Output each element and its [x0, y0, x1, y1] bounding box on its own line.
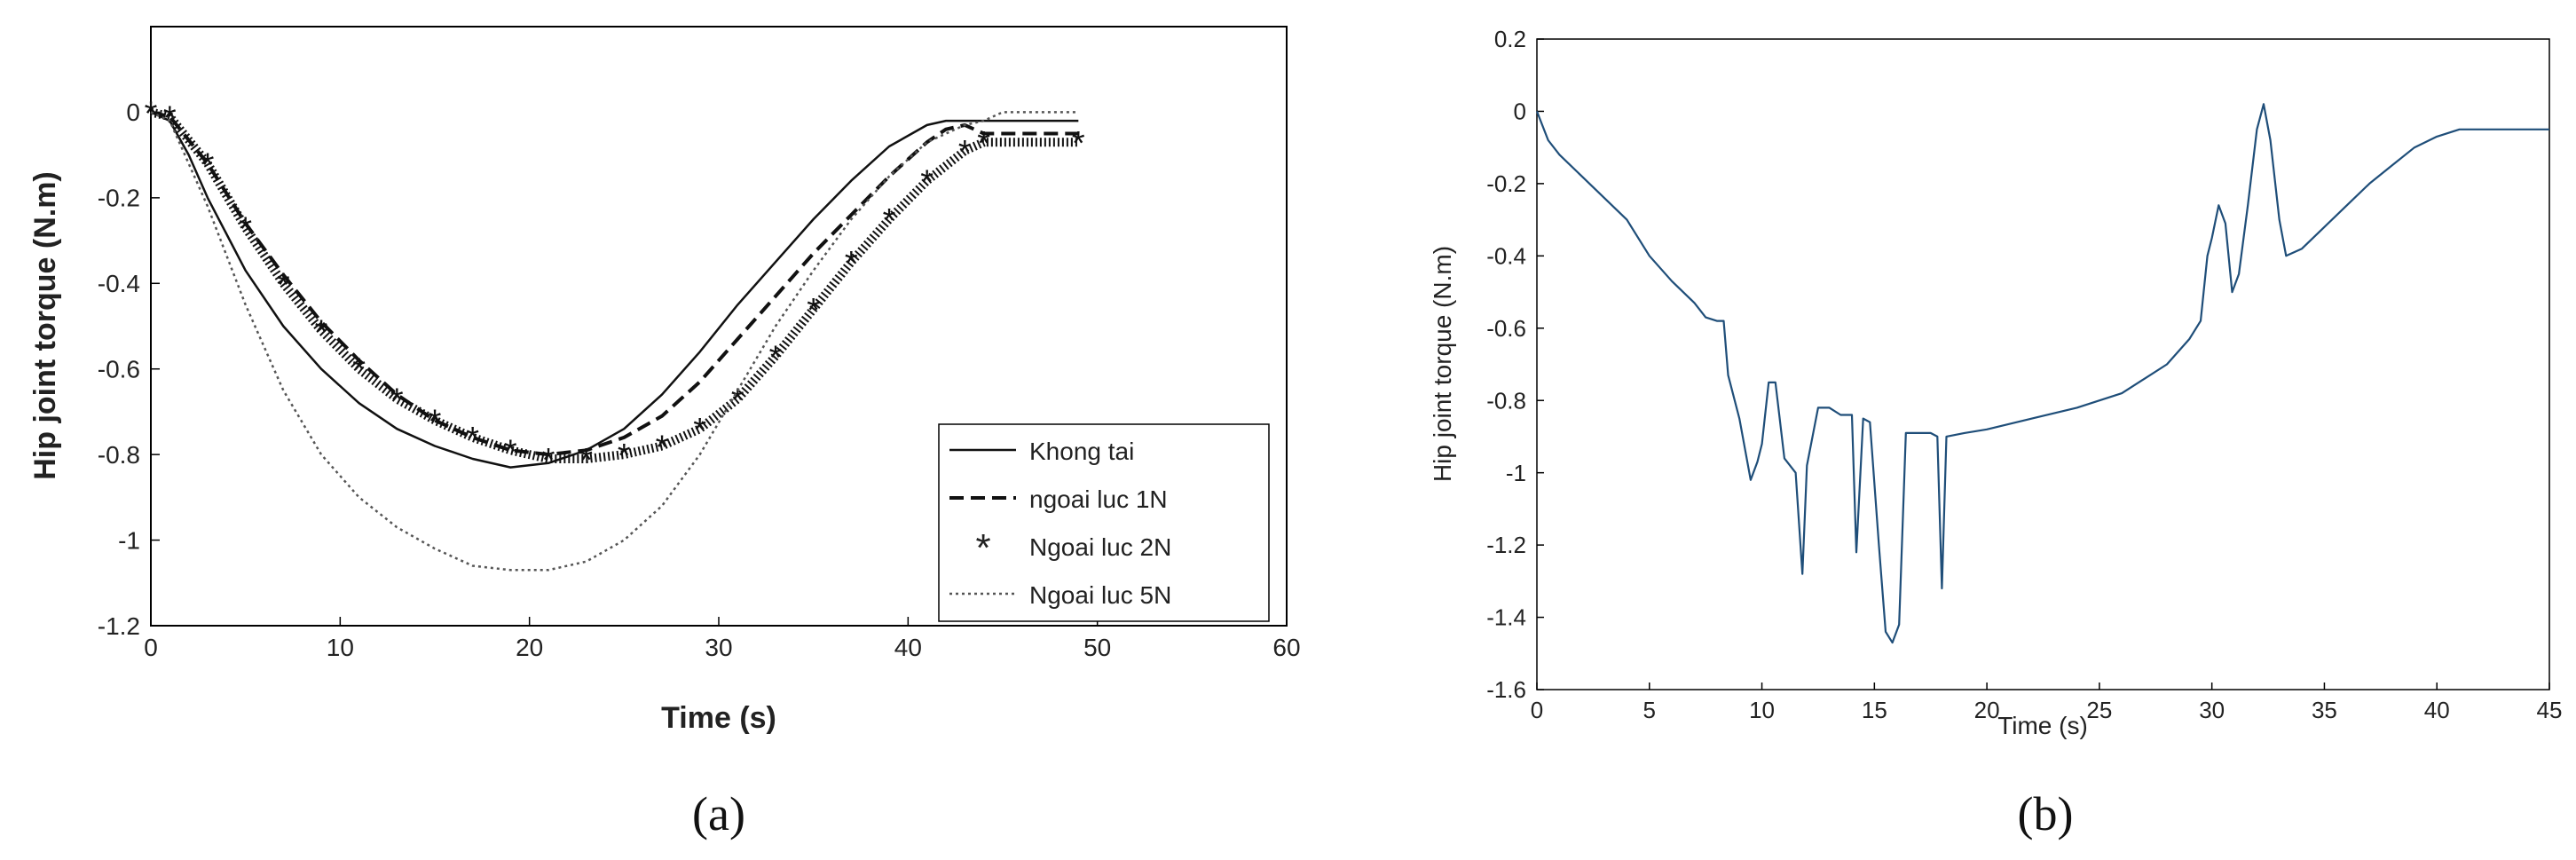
data-point-ngoai-luc-2n: * — [315, 313, 328, 351]
series-line-ngoai-luc-2n — [149, 107, 1079, 463]
x-axis-label-a: Time (s) — [661, 701, 776, 735]
y-tick-label: -0.2 — [1486, 170, 1526, 197]
x-tick-label: 10 — [1749, 697, 1775, 723]
series-lines-b — [1535, 103, 2549, 644]
x-tick-label: 10 — [327, 634, 354, 661]
data-point-ngoai-luc-2n: * — [429, 404, 442, 441]
data-point-ngoai-luc-2n: * — [466, 421, 479, 458]
x-tick-label: 35 — [2312, 697, 2337, 723]
x-tick-label: 5 — [1643, 697, 1656, 723]
x-tick-label: 15 — [1862, 697, 1887, 723]
x-tick-label: 0 — [1531, 697, 1543, 723]
y-tick-label: 0.2 — [1494, 26, 1526, 52]
y-tick-label: -1 — [118, 526, 140, 554]
legend-label-khong-tai: Khong tai — [1029, 438, 1134, 465]
data-point-ngoai-luc-2n: * — [504, 433, 517, 470]
axis-ticks-a: 0 10 20 30 40 50 60 0 -0.2 -0.4 -0.6 -0.8 -1 -1.2 — [98, 99, 1301, 661]
y-axis-label-a: Hip joint torque (N.m) — [28, 171, 62, 480]
plot-frame-b — [1536, 38, 2550, 690]
y-tick-label: -0.8 — [1486, 387, 1526, 414]
legend-a: Khong tai ngoai luc 1N * Ngoai luc 2N Ng… — [938, 423, 1270, 622]
y-tick-label: -1.6 — [1486, 676, 1526, 703]
x-tick-label: 30 — [705, 634, 732, 661]
chart-panel-a: 0 10 20 30 40 50 600-0.2-0.4-0.6-0.8-1-1.2 * **… — [28, 26, 1301, 840]
y-tick-label: -0.8 — [98, 441, 140, 469]
data-point-ngoai-luc-2n: * — [618, 438, 631, 475]
data-point-ngoai-luc-2n: * — [807, 292, 820, 329]
x-tick-label: 40 — [2424, 697, 2450, 723]
data-point-ngoai-luc-2n: * — [920, 164, 934, 201]
y-tick-label: -0.2 — [98, 185, 140, 212]
data-point-ngoai-luc-2n: * — [958, 134, 972, 171]
legend-label-ngoai-luc-5n: Ngoai luc 5N — [1029, 581, 1171, 609]
y-tick-label: -1.2 — [98, 612, 140, 640]
series-line-torque — [1535, 103, 2549, 644]
y-tick-label: 0 — [1514, 99, 1526, 125]
y-tick-label: -0.6 — [1486, 315, 1526, 342]
data-point-ngoai-luc-2n: * — [163, 99, 177, 137]
y-tick-label: 0 — [126, 99, 140, 126]
x-tick-label: 50 — [1083, 634, 1111, 661]
series-line-khong-tai — [150, 111, 1079, 469]
data-point-ngoai-luc-2n: * — [542, 442, 555, 479]
y-tick-label: -0.4 — [98, 270, 140, 297]
data-point-ngoai-luc-2n: * — [579, 442, 593, 479]
y-tick-label: -1.4 — [1486, 604, 1526, 631]
series-line-ngoai-luc-1n — [150, 110, 1079, 457]
x-tick-label: 25 — [2086, 697, 2112, 723]
axis-ticks-b: 0 5 10 15 20 25 30 35 40 45 0.2 0 -0.2 -0.4 -0.6 -0.8 -1… — [1486, 26, 2562, 723]
x-tick-label: 20 — [516, 634, 543, 661]
y-tick-label: -0.4 — [1486, 242, 1526, 269]
legend-marker-ngoai-luc-2n: * — [975, 526, 990, 570]
data-point-ngoai-luc-2n: * — [731, 382, 744, 419]
y-tick-label: -1 — [1506, 460, 1526, 486]
y-axis-label-b: Hip joint torque (N.m) — [1429, 246, 1456, 482]
data-point-ngoai-luc-2n: * — [883, 202, 896, 240]
x-tick-label: 20 — [1974, 697, 2000, 723]
x-tick-label: 45 — [2537, 697, 2563, 723]
legend-box-a — [938, 423, 1270, 622]
data-point-ngoai-luc-2n: * — [239, 211, 252, 249]
x-tick-label: 60 — [1272, 634, 1300, 661]
caption-a: (a) — [692, 787, 745, 840]
series-lines-a: * ******** * * * * * * ******** * * — [145, 95, 1085, 572]
series-line-ngoai-luc-5n — [150, 111, 1079, 572]
data-point-ngoai-luc-2n: * — [277, 266, 290, 304]
data-point-ngoai-luc-2n: * — [201, 146, 215, 184]
data-point-ngoai-luc-2n: * — [977, 125, 990, 162]
data-point-ngoai-luc-2n: * — [769, 339, 783, 376]
data-point-ngoai-luc-2n: * — [693, 412, 706, 449]
x-tick-label: 40 — [894, 634, 922, 661]
data-point-ngoai-luc-2n: * — [145, 95, 158, 132]
data-point-ngoai-luc-2n: * — [352, 352, 366, 390]
y-tick-label: -0.6 — [98, 356, 140, 383]
x-tick-label: 30 — [2199, 697, 2225, 723]
y-tick-label: -1.2 — [1486, 532, 1526, 558]
data-point-ngoai-luc-2n: * — [390, 382, 404, 419]
legend-label-ngoai-luc-1n: ngoai luc 1N — [1029, 485, 1168, 513]
caption-b: (b) — [2018, 787, 2074, 840]
data-point-ngoai-luc-2n: * — [1072, 125, 1085, 162]
data-point-ngoai-luc-2n: * — [845, 245, 858, 282]
data-point-ngoai-luc-2n: * — [656, 430, 669, 467]
chart-panel-b: 0 5 10 15 20 25 30 35 40 45 0.2 0 -0.2 -0.4 -0.6 -0.8 -1… — [1429, 26, 2562, 840]
legend-label-ngoai-luc-2n: Ngoai luc 2N — [1029, 533, 1171, 561]
x-tick-label: 0 — [144, 634, 158, 661]
x-axis-label-b: Time (s) — [1997, 712, 2088, 739]
